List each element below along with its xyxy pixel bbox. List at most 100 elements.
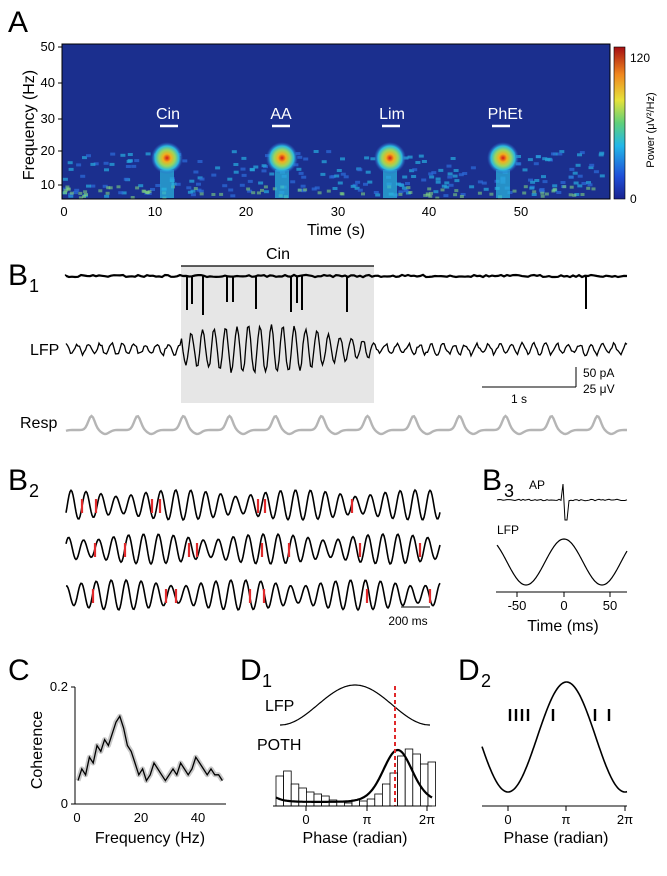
spectrogram-cell <box>256 191 261 195</box>
spectrogram-cell <box>320 172 326 176</box>
spectrogram-cell <box>120 153 126 157</box>
d1-xtick: 2π <box>419 812 435 827</box>
spectrogram-cell <box>193 187 198 190</box>
spectrogram-cell <box>175 182 181 186</box>
b3-ap-label: AP <box>529 478 545 492</box>
spectrogram-cell <box>247 179 253 183</box>
spectrogram-cell <box>300 184 306 188</box>
spectrogram-cell <box>83 190 88 194</box>
spectrogram-cell <box>334 174 340 178</box>
lfp-trace <box>65 324 628 375</box>
spectrogram-cell <box>76 163 82 167</box>
spectrogram-ylabel: Frequency (Hz) <box>21 70 38 180</box>
spectrogram-cell <box>522 168 528 172</box>
spectrogram-cell <box>552 187 557 191</box>
spectrogram-cell <box>406 186 411 190</box>
spectrogram-cell <box>557 152 563 156</box>
spectrogram-cell <box>295 152 301 156</box>
spectrogram-cell <box>193 170 199 174</box>
spectrogram-xaxis: 0 10 20 30 40 50 <box>60 204 528 219</box>
spectrogram-cell <box>428 172 434 176</box>
spectrogram-cell <box>450 157 456 160</box>
spectrogram-cell <box>535 155 541 159</box>
spectrogram-cell <box>587 183 593 187</box>
spectrogram-cell <box>577 184 583 188</box>
spectrogram-cell <box>559 150 565 154</box>
spectrogram-plot <box>61 43 611 200</box>
c-xtick: 0 <box>73 810 80 825</box>
poth-bar <box>298 787 307 807</box>
poth-bar <box>397 755 406 807</box>
spectrogram-cell <box>230 194 236 198</box>
spectrogram-cell <box>373 191 379 194</box>
xtick: 40 <box>422 204 436 219</box>
spectrogram-cell <box>412 168 418 172</box>
ap-trace <box>64 273 628 279</box>
spectrogram-cell <box>586 181 591 185</box>
spectrogram-cell <box>150 188 155 191</box>
spectrogram-cell <box>398 190 404 194</box>
spectrogram-cell <box>67 161 73 165</box>
ytick: 20 <box>41 143 55 158</box>
panel-letter-d1: D <box>240 654 262 687</box>
spectrogram-cell <box>131 164 137 168</box>
coherence-ylabel: Coherence <box>29 711 46 789</box>
c-xtick: 40 <box>191 810 205 825</box>
spectrogram-cell <box>301 175 307 179</box>
spectrogram-cell <box>530 180 536 184</box>
spectrogram-cell <box>435 196 440 200</box>
panel-letter-b1: B <box>8 259 28 292</box>
poth-bar <box>381 783 391 807</box>
spectrogram-cell <box>429 175 435 179</box>
spectrogram-cell <box>63 189 68 193</box>
spectrogram-cell <box>444 181 450 185</box>
spectrogram-cell <box>66 187 71 191</box>
b3-lfp-trace <box>496 538 628 586</box>
ytick: 10 <box>41 177 55 192</box>
spectrogram-cell <box>421 160 427 163</box>
spectrogram-cell <box>581 182 587 185</box>
spectrogram-cell <box>332 187 338 190</box>
poth-histogram <box>275 748 436 807</box>
spectrogram-cell <box>577 174 583 178</box>
odor-response-blob <box>151 142 183 174</box>
spectrogram-cell <box>138 184 144 188</box>
spectrogram-cell <box>82 156 87 160</box>
spectrogram-cell <box>459 195 464 198</box>
spectrogram-cell <box>261 169 267 173</box>
spectrogram-cell <box>528 178 533 182</box>
spectrogram-cell <box>326 189 331 193</box>
spectrogram-cell <box>572 193 577 197</box>
spectrogram-cell <box>272 187 277 191</box>
spectrogram-cell <box>573 181 579 185</box>
colorbar-tick-max: 120 <box>630 51 650 65</box>
spectrogram-cell <box>577 153 582 157</box>
spectrogram-cell <box>339 192 344 196</box>
scale-uv: 25 μV <box>583 382 615 396</box>
spectrogram-cell <box>68 194 74 198</box>
panel-letter-d2: D <box>458 654 480 687</box>
spectrogram-cell <box>240 167 246 171</box>
spectrogram-cell <box>246 187 251 191</box>
poth-bar <box>366 798 376 807</box>
spectrogram-cell <box>63 191 68 195</box>
spectrogram-cell <box>551 152 556 156</box>
odor-response-stem <box>275 170 289 198</box>
spectrogram-cell <box>134 159 140 163</box>
d1-poth-label: POTH <box>257 737 301 754</box>
b3-xtick: 0 <box>560 598 567 613</box>
spectrogram-cell <box>239 183 245 187</box>
xtick: 20 <box>239 204 253 219</box>
stimulus-shade <box>181 266 374 403</box>
spectrogram-cell <box>540 191 545 195</box>
spectrogram-cell <box>311 187 317 191</box>
poth-bar <box>305 791 315 807</box>
spectrogram-cell <box>106 186 111 190</box>
spectrogram-cell <box>290 180 296 184</box>
spectrogram-cell <box>297 188 302 192</box>
spectrogram-cell <box>68 167 74 171</box>
spectrogram-cell <box>80 174 86 178</box>
panel-letter-a: A <box>8 6 28 39</box>
spectrogram-cell <box>222 184 228 188</box>
spectrogram-cell <box>357 168 363 172</box>
